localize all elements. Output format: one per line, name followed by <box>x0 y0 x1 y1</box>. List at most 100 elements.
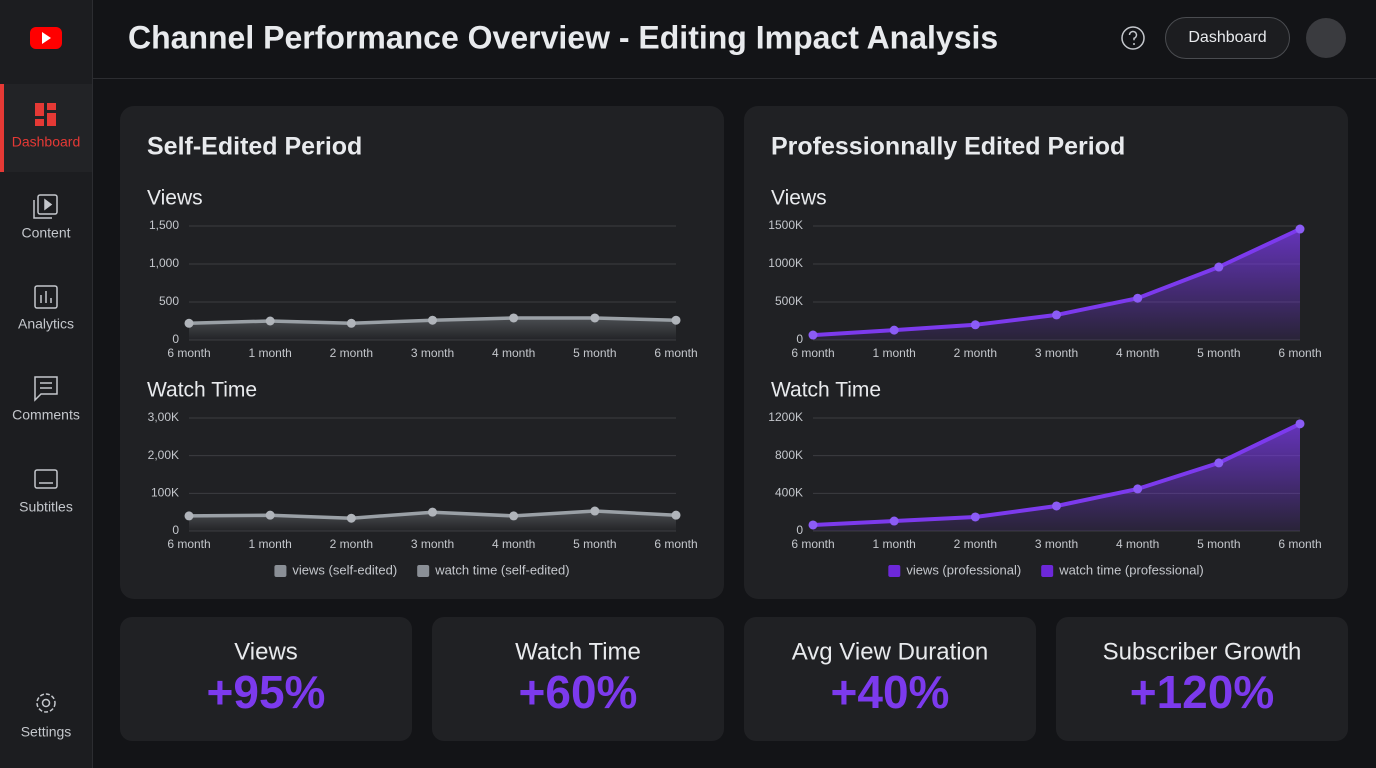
x-tick-label: 6 month <box>654 346 697 360</box>
nav-icon <box>35 119 44 126</box>
x-tick-label: 1 month <box>872 346 915 360</box>
nav-active-bg <box>0 84 92 172</box>
y-tick-label: 400K <box>775 486 803 500</box>
point <box>509 511 519 521</box>
stat-label: Watch Time <box>515 638 641 665</box>
x-tick-label: 2 month <box>954 346 997 360</box>
nav-icon <box>41 698 51 708</box>
y-tick-label: 1,000 <box>149 256 179 270</box>
x-tick-label: 3 month <box>411 537 454 551</box>
help-button[interactable] <box>1121 26 1145 50</box>
x-tick-label: 2 month <box>954 537 997 551</box>
y-tick-label: 0 <box>172 523 179 537</box>
nav-icon <box>34 285 58 309</box>
nav-icon <box>47 113 56 126</box>
chart-title: Views <box>147 187 203 210</box>
x-tick-label: 1 month <box>248 537 291 551</box>
nav-label: Dashboard <box>12 134 81 150</box>
nav-label: Analytics <box>18 316 74 332</box>
nav-icon <box>35 103 44 116</box>
y-tick-label: 0 <box>796 332 803 346</box>
point <box>428 315 437 325</box>
x-tick-label: 5 month <box>1197 346 1240 360</box>
legend: views (self-edited) watch time (self-edit… <box>274 562 570 577</box>
legend-item: watch time (professional) <box>1041 562 1204 577</box>
logo[interactable] <box>30 27 62 49</box>
panel: Professionnally Edited Period Views 0 500K 1… <box>744 106 1348 599</box>
button-bg <box>1165 17 1290 59</box>
nav-subtitles[interactable]: Subtitles <box>19 469 73 515</box>
chart: Watch Time 0 400K 800K 1200K 6 month 1 month 2 … <box>768 379 1321 552</box>
legend-swatch <box>888 565 901 577</box>
point <box>1295 419 1305 429</box>
point <box>1133 484 1143 494</box>
x-tick-label: 6 month <box>167 346 210 360</box>
y-tick-label: 0 <box>796 523 803 537</box>
nav-icon <box>44 198 53 211</box>
nav-icon <box>37 194 58 215</box>
nav-icon <box>40 291 52 303</box>
stat-label: Views <box>234 638 298 665</box>
y-tick-label: 1500K <box>768 218 803 232</box>
point <box>184 511 194 521</box>
point <box>590 313 600 323</box>
chart: Views 0 500 1,000 1,500 6 month 1 month 2 month… <box>147 187 698 361</box>
nav-analytics[interactable]: Analytics <box>18 285 74 332</box>
x-tick-label: 1 month <box>872 537 915 551</box>
point <box>671 315 681 325</box>
nav-icon <box>36 693 56 713</box>
x-tick-label: 2 month <box>330 537 373 551</box>
point <box>346 318 356 328</box>
y-tick-label: 1200K <box>768 410 803 424</box>
stat-value: +60% <box>519 666 638 718</box>
point <box>808 330 818 340</box>
legend: views (professional) watch time (professi… <box>888 562 1204 577</box>
point <box>1052 501 1061 511</box>
stat-bg <box>1056 617 1348 741</box>
x-tick-label: 4 month <box>492 537 535 551</box>
y-tick-label: 1000K <box>768 256 803 270</box>
nav-icon <box>34 469 58 489</box>
x-tick-label: 5 month <box>573 537 616 551</box>
point <box>184 318 194 328</box>
help-icon <box>1121 26 1145 50</box>
x-tick-label: 3 month <box>411 346 454 360</box>
x-tick-label: 3 month <box>1035 346 1078 360</box>
nav-label: Settings <box>21 724 72 740</box>
x-tick-label: 3 month <box>1035 537 1078 551</box>
point <box>590 506 600 516</box>
point <box>970 320 980 330</box>
legend-item: watch time (self-edited) <box>417 562 570 577</box>
legend-swatch <box>274 565 287 577</box>
x-tick-label: 5 month <box>1197 537 1240 551</box>
y-tick-label: 100K <box>151 486 179 500</box>
point <box>1052 310 1061 320</box>
nav-icon <box>47 103 56 110</box>
nav-label: Comments <box>12 407 80 423</box>
nav-label: Content <box>21 225 70 241</box>
avatar[interactable] <box>1306 18 1346 58</box>
panel: Self-Edited Period Views 0 500 1,000 1,500 6 m… <box>120 106 724 599</box>
legend-item: views (professional) <box>888 562 1021 577</box>
y-tick-label: 3,00K <box>148 410 179 424</box>
dashboard-button[interactable]: Dashboard <box>1165 17 1290 59</box>
nav-content[interactable]: Content <box>21 194 71 241</box>
nav-settings[interactable]: Settings <box>21 693 72 740</box>
y-tick-label: 500K <box>775 294 803 308</box>
stat-card: Watch Time+60% <box>432 617 724 741</box>
x-tick-label: 6 month <box>1278 537 1321 551</box>
nav-comments[interactable]: Comments <box>12 376 80 423</box>
y-tick-label: 800K <box>775 448 803 462</box>
stats: Views+95%Watch Time+60%Avg View Duration… <box>120 617 1348 741</box>
stat-card: Subscriber Growth+120% <box>1056 617 1348 741</box>
legend-label: watch time (self-edited) <box>434 562 569 577</box>
point <box>265 316 275 326</box>
stat-value: +40% <box>831 666 950 718</box>
help-icon <box>1128 30 1138 41</box>
stat-bg <box>744 617 1036 741</box>
x-tick-label: 4 month <box>1116 537 1159 551</box>
chart-title: Views <box>771 187 827 210</box>
panel-title: Professionnally Edited Period <box>771 133 1125 161</box>
nav-dashboard[interactable]: Dashboard <box>0 84 92 172</box>
y-tick-label: 2,00K <box>148 448 179 462</box>
